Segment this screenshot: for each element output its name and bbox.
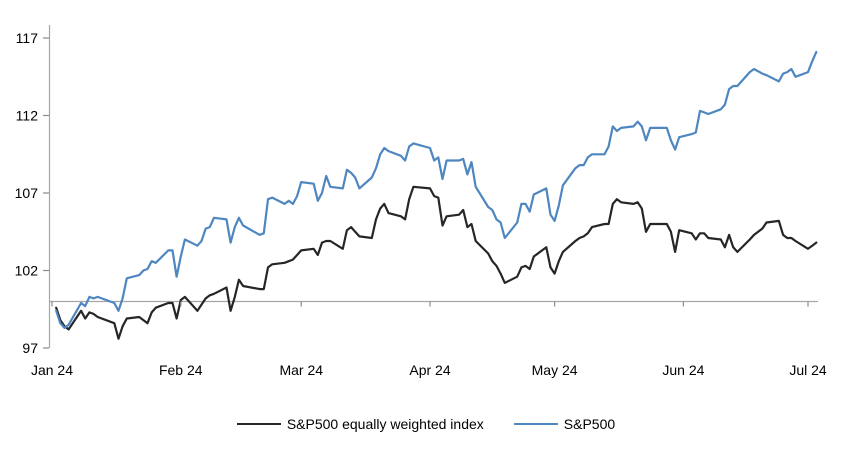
x-tick-label: Jul 24 — [789, 362, 827, 378]
legend-swatch-equal-weight — [236, 423, 281, 425]
legend-swatch-sp500 — [513, 423, 558, 425]
y-tick-label: 117 — [16, 30, 39, 46]
axes-group — [43, 25, 809, 349]
x-tick-label: Jun 24 — [662, 362, 704, 378]
y-tick-label: 112 — [16, 108, 39, 124]
legend-item-sp500: S&P500 — [513, 416, 616, 432]
x-tick-label: Mar 24 — [279, 362, 323, 378]
legend-label-sp500: S&P500 — [563, 416, 616, 432]
x-tick-label: Feb 24 — [159, 362, 203, 378]
legend-label-equal-weight: S&P500 equally weighted index — [286, 416, 484, 432]
x-tick-label: May 24 — [532, 362, 578, 378]
series-group — [55, 50, 818, 340]
x-axis-labels: Jan 24 Feb 24 Mar 24 Apr 24 May 24 Jun 24 Jul … — [31, 362, 827, 378]
series-line-equal-weight — [55, 185, 818, 340]
y-tick-label: 97 — [22, 340, 38, 356]
series-line-sp500 — [55, 50, 818, 329]
x-tick-label: Apr 24 — [409, 362, 450, 378]
y-tick-label: 102 — [15, 263, 39, 279]
x-tick-label: Jan 24 — [31, 362, 73, 378]
y-axis-labels: 97 102 107 112 117 — [15, 30, 39, 356]
legend: S&P500 equally weighted index S&P500 — [0, 413, 852, 435]
y-tick-label: 107 — [15, 185, 39, 201]
legend-item-equal-weight: S&P500 equally weighted index — [236, 416, 484, 432]
